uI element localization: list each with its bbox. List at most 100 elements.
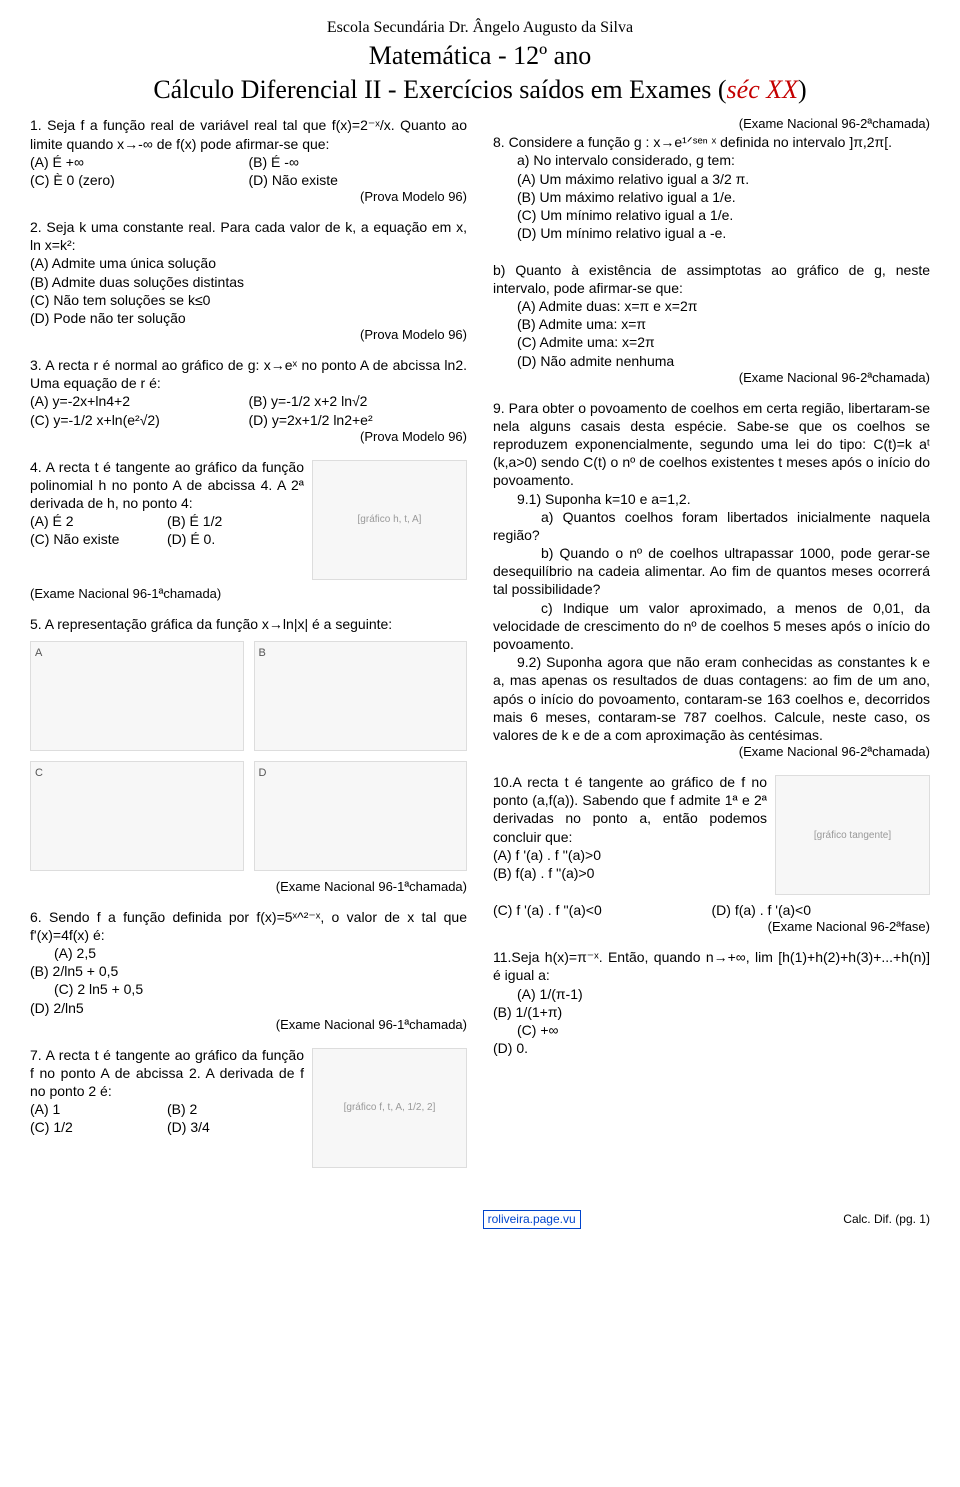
q9-intro: 9. Para obter o povoamento de coelhos em… [493,399,930,490]
q2-optC: (C) Não tem soluções se k≤0 [30,291,467,309]
q11-optB: (B) 1/(1+π) [493,1003,930,1021]
q8b-optB: (B) Admite uma: x=π [517,315,930,333]
q4-figure: [gráfico h, t, A] [312,460,467,580]
q3-optB: (B) y=-1/2 x+2 ln√2 [249,392,468,410]
q11-optD: (D) 0. [493,1039,930,1057]
q7-optC: (C) 1/2 [30,1118,167,1136]
q7-optA: (A) 1 [30,1100,167,1118]
title-red: séc XX [727,75,798,104]
q5-cell-C: C [30,761,244,871]
q8b-intro: b) Quanto à existência de assimptotas ao… [493,261,930,297]
q2-prompt: 2. Seja k uma constante real. Para cada … [30,218,467,254]
question-10: [gráfico tangente] 10.A recta t é tangen… [493,773,930,936]
title-plain: Cálculo Diferencial II - Exercícios saíd… [153,75,726,104]
q9-91: 9.1) Suponha k=10 e a=1,2. [517,490,930,508]
q3-optC: (C) y=-1/2 x+ln(e²√2) [30,411,249,429]
q9-91c: c) Indique um valor aproximado, a menos … [493,599,930,654]
q4-optD: (D) É 0. [167,530,304,548]
q4-source: (Exame Nacional 96-1ªchamada) [30,586,467,603]
q7-optB: (B) 2 [167,1100,304,1118]
q10-optD: (D) f(a) . f '(a)<0 [712,901,931,919]
q11-optA: (A) 1/(π-1) [517,985,930,1003]
question-9: 9. Para obter o povoamento de coelhos em… [493,399,930,761]
q7-options: (A) 1 (B) 2 (C) 1/2 (D) 3/4 [30,1100,304,1136]
question-1: 1. Seja f a função real de variável real… [30,116,467,206]
footer-link[interactable]: roliveira.page.vu [483,1210,581,1230]
question-2: 2. Seja k uma constante real. Para cada … [30,218,467,344]
question-4: [gráfico h, t, A] 4. A recta t é tangent… [30,458,467,603]
question-8: 8. Considere a função g : x→e¹ᐟˢᵉⁿ ˣ def… [493,133,930,386]
q1-optA: (A) É +∞ [30,153,249,171]
q10-optC: (C) f '(a) . f ''(a)<0 [493,901,712,919]
q7-figure: [gráfico f, t, A, 1/2, 2] [312,1048,467,1168]
q2-optA: (A) Admite uma única solução [30,254,467,272]
q8a-optD: (D) Um mínimo relativo igual a -e. [517,224,930,242]
q10-figure: [gráfico tangente] [775,775,930,895]
q2-optD: (D) Pode não ter solução [30,309,467,327]
q6-prompt: 6. Sendo f a função definida por f(x)=5ˣ… [30,908,467,944]
footer-page: Calc. Dif. (pg. 1) [843,1212,930,1228]
q2-optB: (B) Admite duas soluções distintas [30,273,467,291]
q6-optD: (D) 2/ln5 [30,999,467,1017]
page-header: Escola Secundária Dr. Ângelo Augusto da … [30,18,930,106]
question-7: [gráfico f, t, A, 1/2, 2] 7. A recta t é… [30,1046,467,1174]
q8b-optD: (D) Não admite nenhuma [517,352,930,370]
left-column: 1. Seja f a função real de variável real… [30,116,467,1185]
q3-optD: (D) y=2x+1/2 ln2+e² [249,411,468,429]
q11-prompt: 11.Seja h(x)=π⁻ˣ. Então, quando n→+∞, li… [493,948,930,984]
q2-source: (Prova Modelo 96) [30,327,467,344]
question-3: 3. A recta r é normal ao gráfico de g: x… [30,356,467,446]
q3-options: (A) y=-2x+ln4+2 (B) y=-1/2 x+2 ln√2 (C) … [30,392,467,428]
q6-source: (Exame Nacional 96-1ªchamada) [30,1017,467,1034]
q8-source: (Exame Nacional 96-2ªchamada) [493,370,930,387]
q11-optC: (C) +∞ [517,1021,930,1039]
q3-prompt: 3. A recta r é normal ao gráfico de g: x… [30,356,467,392]
two-column-layout: 1. Seja f a função real de variável real… [30,116,930,1185]
q5-cell-D: D [254,761,468,871]
q4-optA: (A) É 2 [30,512,167,530]
q6-optB: (B) 2/ln5 + 0,5 [30,962,467,980]
q6-optA: (A) 2,5 [54,944,467,962]
q8a-optC: (C) Um mínimo relativo igual a 1/e. [517,206,930,224]
q7-optD: (D) 3/4 [167,1118,304,1136]
q8a-optB: (B) Um máximo relativo igual a 1/e. [517,188,930,206]
question-6: 6. Sendo f a função definida por f(x)=5ˣ… [30,908,467,1034]
q1-options: (A) É +∞ (B) É -∞ (C) È 0 (zero) (D) Não… [30,153,467,189]
q8b-optC: (C) Admite uma: x=2π [517,333,930,351]
q1-optD: (D) Não existe [249,171,468,189]
right-column: (Exame Nacional 96-2ªchamada) 8. Conside… [493,116,930,1185]
q5-figure-grid: A B C D [30,641,467,871]
q11-options: (A) 1/(π-1) (B) 1/(1+π) (C) +∞ (D) 0. [493,985,930,1058]
worksheet-title: Cálculo Diferencial II - Exercícios saíd… [30,73,930,107]
q9-91b: b) Quando o nº de coelhos ultrapassar 10… [493,544,930,599]
q1-optC: (C) È 0 (zero) [30,171,249,189]
right-top-source: (Exame Nacional 96-2ªchamada) [493,116,930,133]
subject-line: Matemática - 12º ano [30,39,930,73]
q1-source: (Prova Modelo 96) [30,189,467,206]
q8b-optA: (A) Admite duas: x=π e x=2π [517,297,930,315]
q3-source: (Prova Modelo 96) [30,429,467,446]
q1-prompt: 1. Seja f a função real de variável real… [30,116,467,152]
q4-optC: (C) Não existe [30,530,167,548]
q5-cell-A: A [30,641,244,751]
question-5: 5. A representação gráfica da função x→l… [30,615,467,896]
q3-optA: (A) y=-2x+ln4+2 [30,392,249,410]
q8a-optA: (A) Um máximo relativo igual a 3/2 π. [517,170,930,188]
q9-91a: a) Quantos coelhos foram libertados inic… [493,508,930,544]
title-close: ) [798,75,807,104]
q4-options: (A) É 2 (B) É 1/2 (C) Não existe (D) É 0… [30,512,304,548]
school-name: Escola Secundária Dr. Ângelo Augusto da … [30,18,930,39]
q1-optB: (B) É -∞ [249,153,468,171]
q9-source: (Exame Nacional 96-2ªchamada) [493,744,930,761]
q5-cell-B: B [254,641,468,751]
q9-92: 9.2) Suponha agora que não eram conhecid… [493,653,930,744]
page-footer: roliveira.page.vu Calc. Dif. (pg. 1) [30,1210,930,1230]
question-11: 11.Seja h(x)=π⁻ˣ. Então, quando n→+∞, li… [493,948,930,1057]
q5-source: (Exame Nacional 96-1ªchamada) [30,879,467,896]
q10-source: (Exame Nacional 96-2ªfase) [493,919,930,936]
q8a-intro: a) No intervalo considerado, g tem: [517,151,930,169]
q6-options: (A) 2,5 (B) 2/ln5 + 0,5 (C) 2 ln5 + 0,5 … [30,944,467,1017]
q5-prompt: 5. A representação gráfica da função x→l… [30,615,467,633]
q6-optC: (C) 2 ln5 + 0,5 [54,980,467,998]
q4-optB: (B) É 1/2 [167,512,304,530]
